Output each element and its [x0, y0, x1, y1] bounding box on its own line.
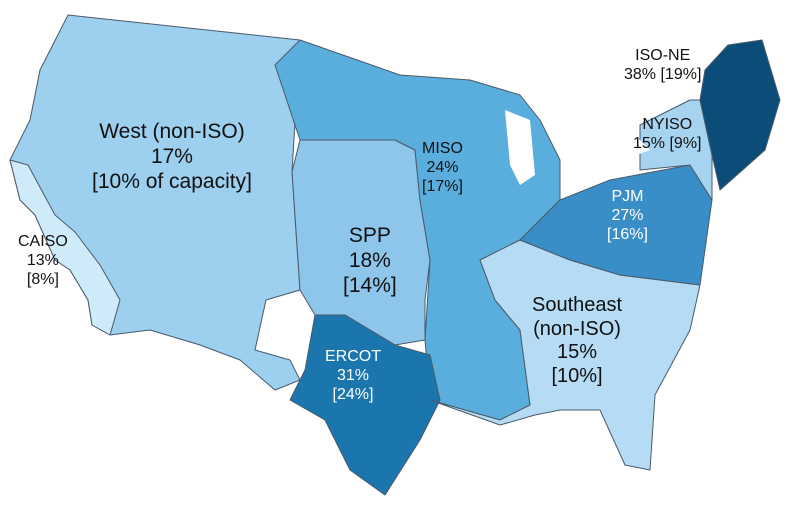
nyiso-name: NYISO [642, 116, 693, 133]
southeast-sub: (non-ISO) [533, 317, 621, 340]
spp-pct: 18% [348, 248, 391, 272]
southeast-name: Southeast [532, 294, 623, 316]
isone-name: ISO-NE [635, 47, 691, 64]
miso-name: MISO [422, 140, 463, 157]
miso-pct: 24% [426, 158, 459, 176]
miso-note: [17%] [422, 177, 463, 195]
caiso-name: CAISO [18, 233, 68, 250]
nyiso-pct: 15% [9%] [633, 134, 702, 152]
region-ercot [289, 314, 441, 496]
region-caiso [9, 159, 121, 336]
southeast-note: [10%] [551, 364, 603, 387]
lake-erie [600, 140, 650, 165]
label-nyiso: NYISO 15% [9%] [633, 116, 701, 154]
label-west: West (non-ISO) 17% [10% of capacity] [92, 120, 252, 194]
spp-note: [14%] [343, 273, 397, 297]
region-west [9, 14, 301, 391]
southeast-pct: 15% [557, 341, 598, 364]
label-spp: SPP 18% [14%] [343, 224, 397, 298]
label-pjm: PJM 27% [16%] [607, 188, 648, 245]
pjm-pct: 27% [611, 206, 644, 224]
ercot-pct: 31% [336, 366, 370, 384]
label-ercot: ERCOT 31% [24%] [325, 348, 381, 405]
pjm-note: [16%] [607, 225, 648, 243]
isone-pct: 38% [19%] [624, 65, 702, 83]
pjm-name: PJM [611, 188, 644, 205]
label-isone: ISO-NE 38% [19%] [624, 47, 701, 85]
region-isone [699, 39, 781, 191]
lake-michigan [505, 110, 535, 185]
label-miso: MISO 24% [17%] [422, 140, 463, 197]
region-nyiso [639, 99, 713, 201]
label-southeast: Southeast (non-ISO) 15% [10%] [532, 294, 622, 388]
west-note: [10% of capacity] [92, 169, 252, 193]
west-name: West (non-ISO) [99, 120, 245, 143]
west-pct: 17% [150, 144, 193, 168]
caiso-note: [8%] [26, 270, 59, 288]
label-caiso: CAISO 13% [8%] [18, 233, 68, 290]
ercot-note: [24%] [332, 385, 374, 403]
ercot-name: ERCOT [325, 348, 381, 365]
spp-name: SPP [348, 224, 391, 247]
caiso-pct: 13% [26, 251, 59, 269]
